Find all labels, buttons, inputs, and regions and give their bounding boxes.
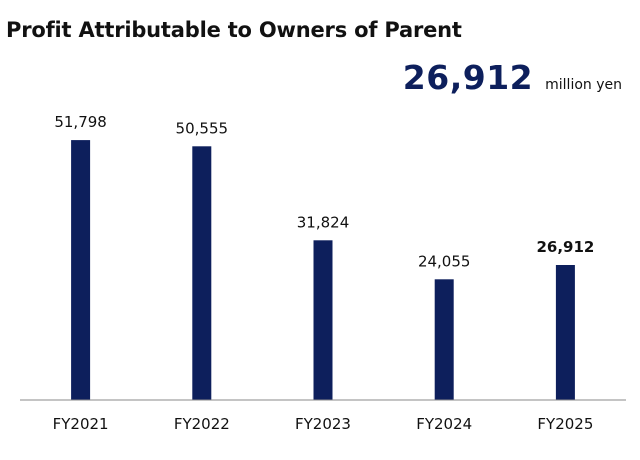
value-label-fy2023: 31,824 (297, 213, 350, 231)
category-label-fy2023: FY2023 (295, 415, 351, 433)
value-label-fy2021: 51,798 (54, 113, 107, 131)
bar-fy2022 (192, 146, 212, 400)
category-label-fy2024: FY2024 (416, 415, 472, 433)
value-label-fy2025: 26,912 (536, 238, 594, 256)
chart-title: Profit Attributable to Owners of Parent (6, 18, 462, 42)
labels-layer: 51,798 FY2021 50,555 FY2022 31,824 FY2023 24,0… (53, 113, 595, 433)
bars-layer (71, 140, 575, 400)
category-label-fy2025: FY2025 (537, 415, 593, 433)
bar-fy2024 (434, 279, 454, 400)
bar-fy2021 (71, 140, 91, 400)
bar-fy2025 (555, 265, 575, 400)
category-label-fy2021: FY2021 (53, 415, 109, 433)
bar-fy2023 (313, 240, 333, 400)
headline-value: 26,912 (402, 58, 534, 97)
category-label-fy2022: FY2022 (174, 415, 230, 433)
value-label-fy2024: 24,055 (418, 252, 471, 270)
value-label-fy2022: 50,555 (176, 119, 229, 137)
headline-unit: million yen (545, 77, 622, 93)
headline-figure: 26,912 million yen (403, 58, 622, 97)
